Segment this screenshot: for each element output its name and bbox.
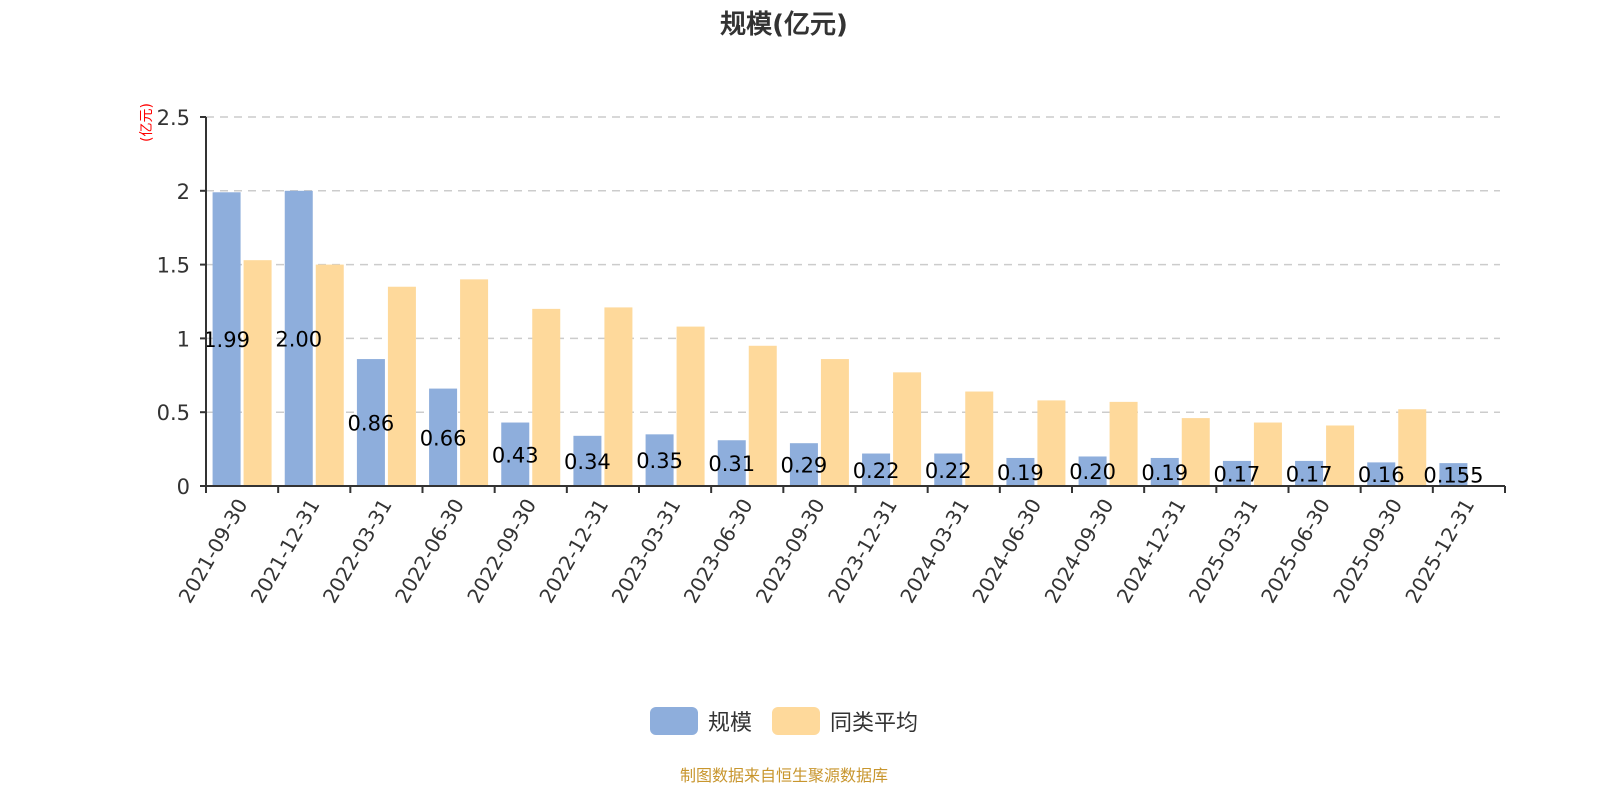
bar-value-label: 0.155 [1423, 464, 1483, 488]
bar-scale[interactable] [1439, 463, 1468, 486]
grid-lines [206, 116, 1500, 413]
bar-peer-average[interactable] [820, 359, 849, 486]
y-tick-label: 2.5 [157, 106, 190, 130]
bar-value-label: 0.35 [636, 449, 683, 473]
bar-value-label: 0.43 [492, 443, 539, 467]
bar-peer-average[interactable] [1181, 418, 1210, 486]
x-tick-label: 2022-06-30 [390, 495, 469, 608]
bar-peer-average[interactable] [1398, 409, 1427, 486]
bar-value-label: 0.29 [781, 454, 828, 478]
bar-scale[interactable] [717, 440, 746, 486]
axes: 0 0.5 1 1.5 2 2.5 2021-09-302021-12-312022-03-… [157, 106, 1506, 608]
legend-label-peer-average: 同类平均 [830, 711, 919, 736]
legend-label-scale: 规模 [707, 711, 752, 736]
x-tick-label: 2025-12-31 [1400, 495, 1479, 608]
bar-scale[interactable] [1078, 456, 1107, 486]
x-tick-label: 2024-06-30 [967, 495, 1046, 608]
bar-value-label: 0.17 [1214, 462, 1261, 486]
bar-scale[interactable] [1222, 460, 1251, 486]
x-tick-label: 2025-03-31 [1184, 495, 1263, 608]
legend-item-peer-average[interactable]: 同类平均 [772, 705, 918, 737]
bar-value-label: 0.66 [420, 426, 467, 450]
bar-peer-average[interactable] [387, 286, 416, 486]
legend-swatch-scale [649, 707, 698, 735]
bar-peer-average[interactable] [243, 260, 272, 486]
x-tick-label: 2022-09-30 [462, 495, 541, 608]
bar-peer-average[interactable] [893, 372, 922, 486]
bar-scale[interactable] [284, 190, 313, 487]
legend: 规模 同类平均 [0, 705, 1568, 737]
bar-scale[interactable] [1295, 460, 1324, 486]
bar-scale[interactable] [934, 453, 963, 486]
bar-value-label: 0.31 [708, 452, 755, 476]
y-tick-label: 1.5 [157, 254, 190, 278]
bars [212, 190, 1468, 487]
bar-value-label: 0.34 [564, 450, 611, 474]
bar-scale[interactable] [573, 435, 602, 486]
bar-scale[interactable] [212, 192, 241, 486]
x-tick-label: 2024-03-31 [895, 495, 974, 608]
x-tick-label: 2022-12-31 [534, 495, 613, 608]
bar-peer-average[interactable] [604, 307, 633, 486]
x-tick-label: 2025-06-30 [1256, 495, 1335, 608]
x-tick-label: 2022-03-31 [318, 495, 397, 608]
data-source-note: 制图数据来自恒生聚源数据库 [679, 766, 888, 785]
x-tick-label: 2023-03-31 [607, 495, 686, 608]
bar-scale[interactable] [429, 388, 458, 486]
bar-value-label: 0.16 [1358, 463, 1405, 487]
bar-peer-average[interactable] [1109, 401, 1138, 486]
chart-title: 规模(亿元) [720, 10, 848, 40]
bar-scale[interactable] [645, 434, 674, 486]
bar-value-label: 1.99 [203, 328, 250, 352]
data-labels: 1.99 2.00 0.86 0.66 0.43 0.34 0.35 0.31 0.29 0.22… [203, 327, 1483, 487]
bar-scale[interactable] [862, 453, 891, 486]
y-tick-label: 0 [177, 475, 190, 499]
bar-scale[interactable] [501, 422, 530, 486]
y-tick-label: 0.5 [157, 401, 190, 425]
bar-value-label: 0.22 [853, 459, 900, 483]
bar-scale[interactable] [789, 443, 818, 486]
bar-peer-average[interactable] [676, 326, 705, 486]
x-tick-label: 2023-12-31 [823, 495, 902, 608]
legend-swatch-peer-average [772, 707, 820, 735]
bar-chart: 1.99 2.00 0.86 0.66 0.43 0.34 0.35 0.31 0.29 0.22… [157, 106, 1506, 608]
x-tick-label: 2024-12-31 [1112, 495, 1191, 608]
x-tick-label: 2023-09-30 [751, 495, 830, 608]
bar-peer-average[interactable] [460, 279, 489, 486]
bar-peer-average[interactable] [1037, 400, 1066, 486]
x-tick-label: 2021-09-30 [174, 495, 253, 608]
bar-peer-average[interactable] [532, 308, 561, 486]
bar-value-label: 0.19 [1141, 461, 1188, 485]
legend-item-scale[interactable]: 规模 [649, 705, 752, 737]
bar-scale[interactable] [356, 359, 385, 486]
bar-peer-average[interactable] [1326, 425, 1355, 486]
bar-peer-average[interactable] [1253, 422, 1282, 486]
bar-value-label: 0.19 [997, 461, 1044, 485]
bar-peer-average[interactable] [315, 264, 344, 486]
bar-scale[interactable] [1367, 462, 1396, 486]
y-tick-label: 1 [177, 327, 190, 351]
x-tick-label: 2024-09-30 [1040, 495, 1119, 608]
bar-value-label: 0.86 [348, 412, 395, 436]
bar-value-label: 2.00 [275, 327, 322, 351]
bar-scale[interactable] [1006, 457, 1035, 486]
bar-scale[interactable] [1150, 457, 1179, 486]
x-tick-label: 2023-06-30 [679, 495, 758, 608]
x-tick-label: 2021-12-31 [246, 495, 325, 608]
x-tick-label: 2025-09-30 [1328, 495, 1407, 608]
bar-value-label: 0.22 [925, 459, 972, 483]
y-tick-label: 2 [177, 180, 190, 204]
bar-value-label: 0.17 [1286, 462, 1333, 486]
bar-peer-average[interactable] [748, 345, 777, 486]
bar-value-label: 0.20 [1069, 460, 1116, 484]
bar-peer-average[interactable] [965, 391, 994, 486]
